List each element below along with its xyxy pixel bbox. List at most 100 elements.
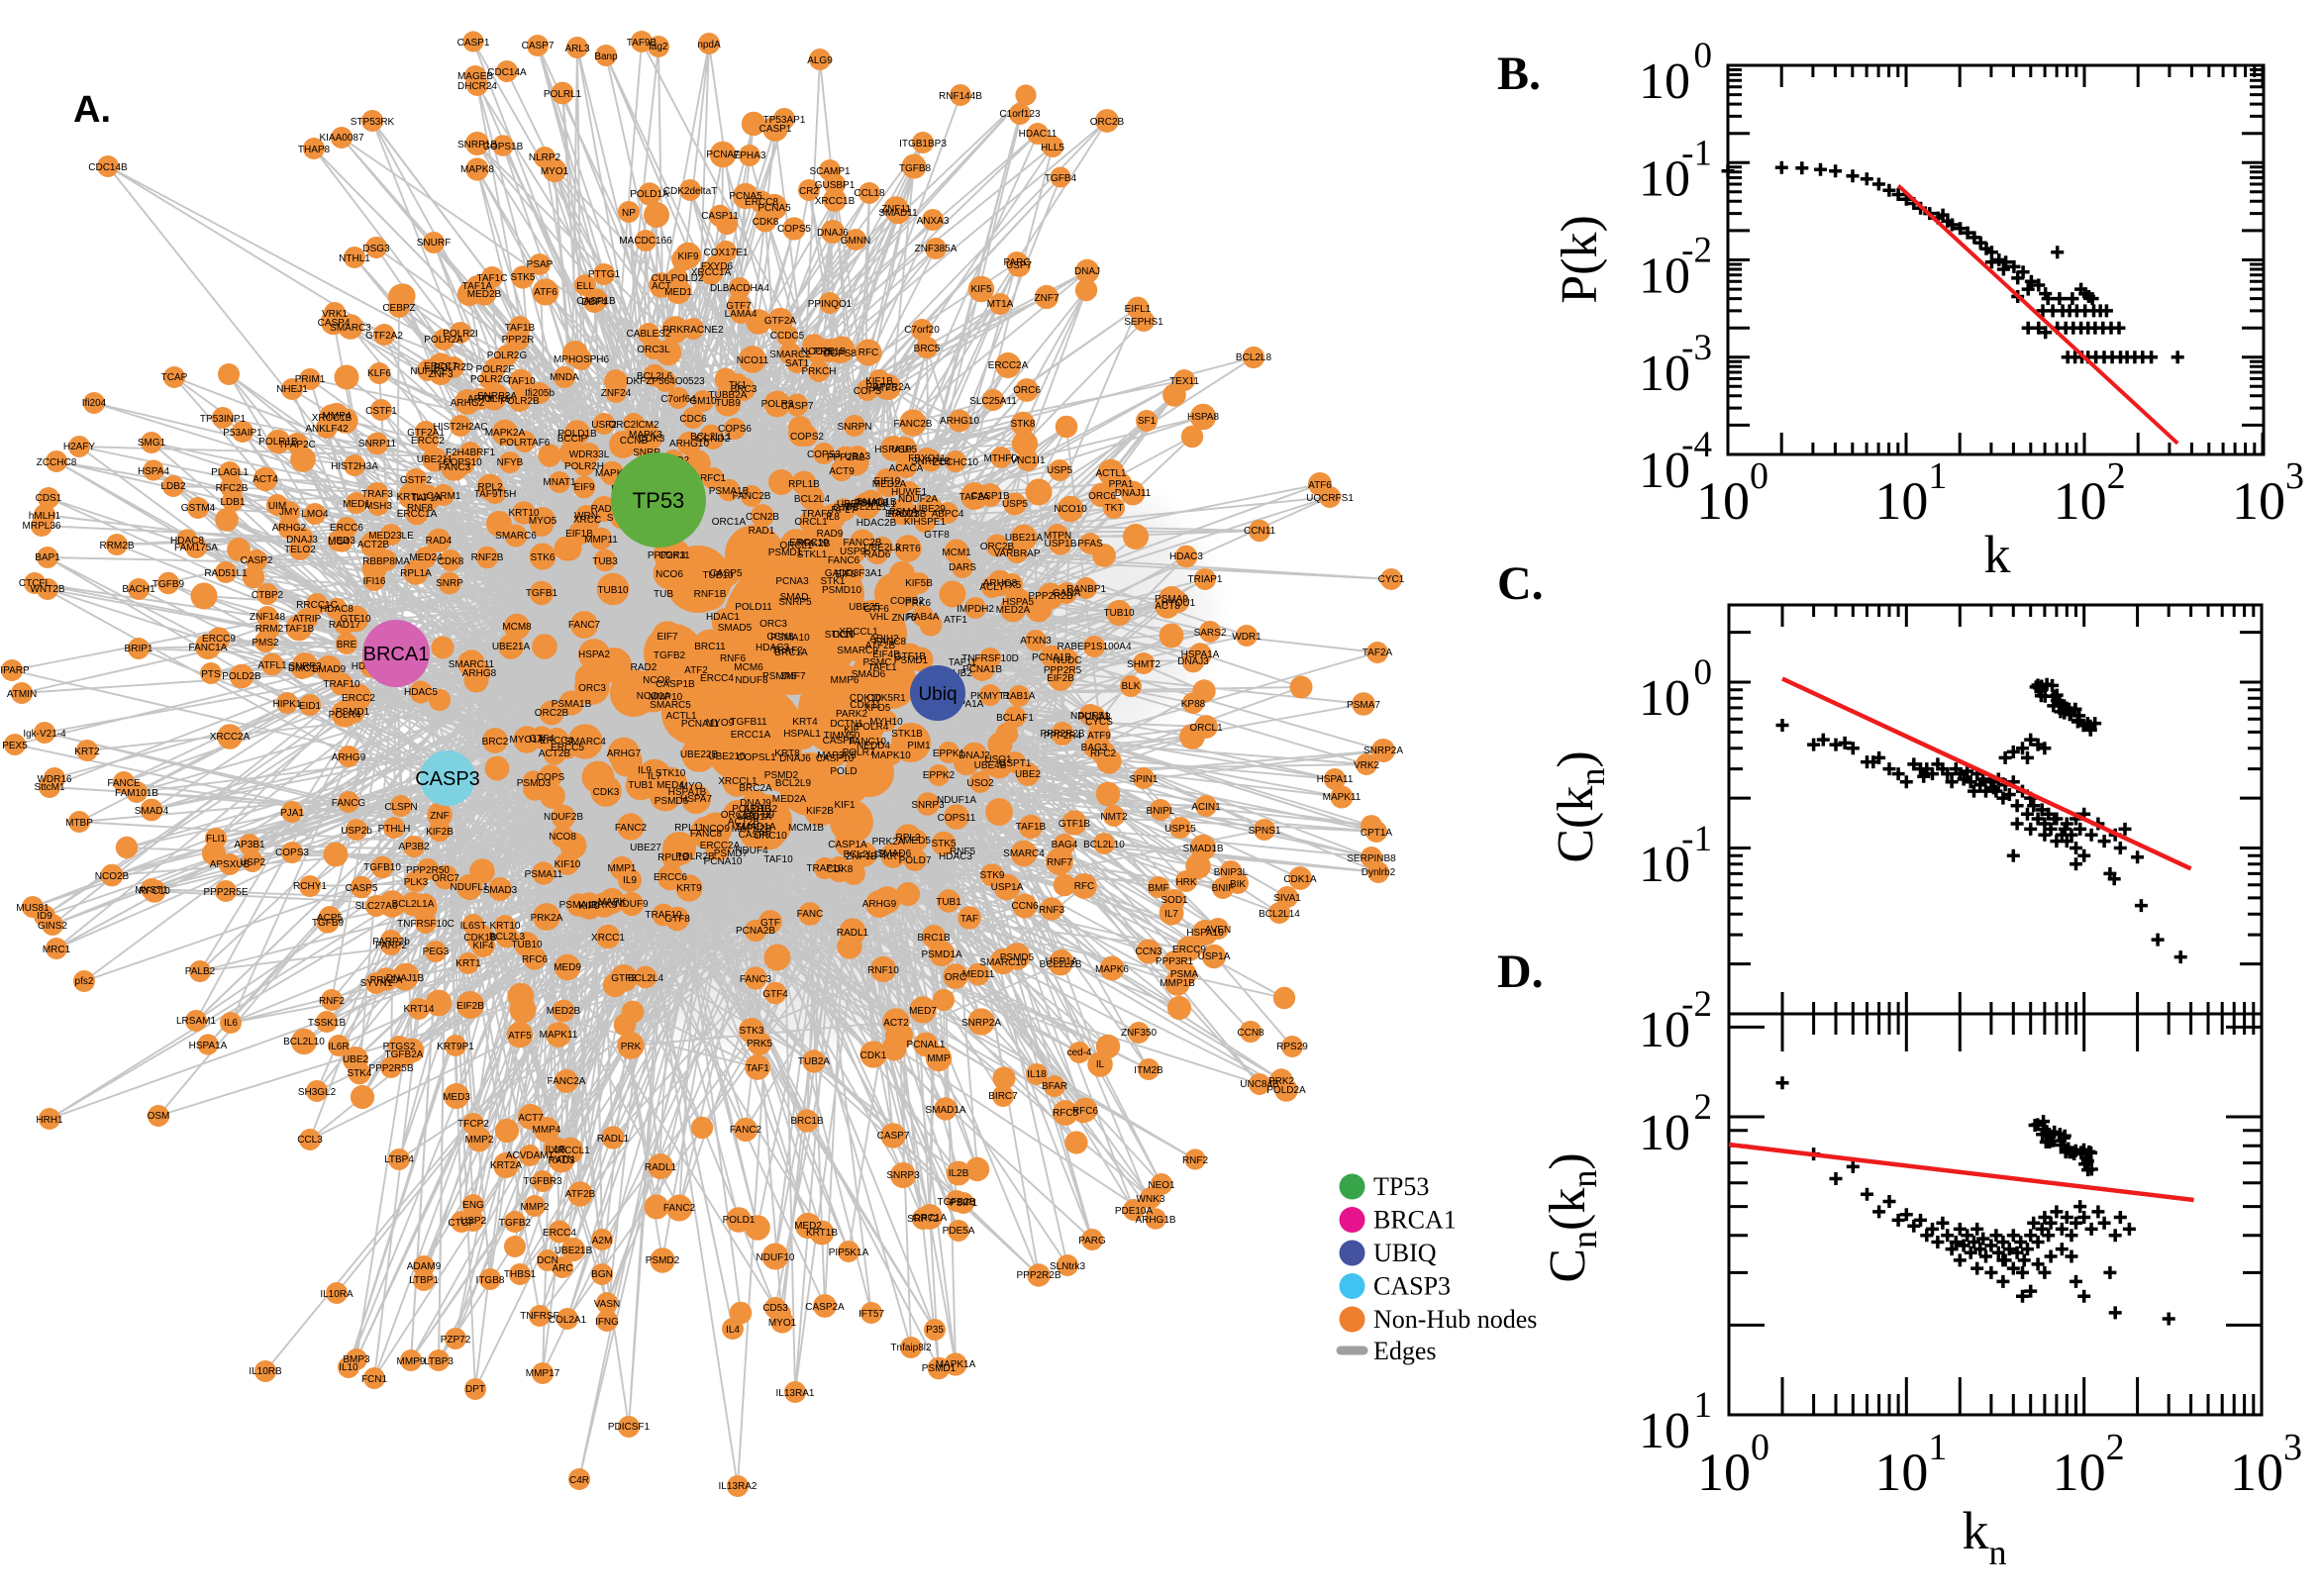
svg-text:ATF1: ATF1 xyxy=(944,615,967,626)
svg-text:CDK10: CDK10 xyxy=(850,693,882,704)
svg-text:FANC3: FANC3 xyxy=(740,974,772,985)
svg-text:PIP5K1A: PIP5K1A xyxy=(829,1247,869,1258)
svg-text:PCNA11: PCNA11 xyxy=(681,719,720,730)
svg-text:CCDC5: CCDC5 xyxy=(770,331,805,342)
svg-text:NCO10: NCO10 xyxy=(1054,504,1087,515)
svg-text:LIG4: LIG4 xyxy=(328,537,350,548)
svg-text:MAPK8: MAPK8 xyxy=(460,164,494,175)
svg-text:MMP2: MMP2 xyxy=(521,1202,550,1213)
svg-text:PSMA11: PSMA11 xyxy=(525,869,563,880)
svg-text:POLR2B: POLR2B xyxy=(675,851,715,862)
svg-text:EIF2B: EIF2B xyxy=(1047,673,1074,684)
svg-text:ERCC10: ERCC10 xyxy=(789,538,829,549)
svg-text:DLBACDHA4: DLBACDHA4 xyxy=(710,283,769,294)
svg-text:H2AFY: H2AFY xyxy=(63,442,96,452)
svg-text:PSMD1A: PSMD1A xyxy=(921,949,961,960)
svg-text:USO2: USO2 xyxy=(966,778,994,789)
svg-text:DHCR24: DHCR24 xyxy=(457,81,497,92)
svg-text:SMAD1B: SMAD1B xyxy=(856,497,896,508)
svg-text:USP15: USP15 xyxy=(1164,824,1196,835)
svg-text:UBIQ: UBIQ xyxy=(1373,1239,1437,1267)
svg-text:IFT57: IFT57 xyxy=(858,1309,885,1320)
svg-text:TK1: TK1 xyxy=(729,380,748,391)
svg-text:FANC2B: FANC2B xyxy=(733,491,771,502)
svg-text:LMO4: LMO4 xyxy=(301,509,329,520)
svg-text:CCN2B: CCN2B xyxy=(746,512,779,523)
svg-text:KIF10: KIF10 xyxy=(555,859,581,870)
svg-text:CASP10: CASP10 xyxy=(816,753,855,764)
svg-text:ACLY: ACLY xyxy=(979,582,1005,593)
svg-text:CASP5: CASP5 xyxy=(346,883,378,894)
svg-text:DNAJ3: DNAJ3 xyxy=(286,535,318,546)
svg-text:PTS: PTS xyxy=(201,669,221,680)
svg-text:ACT9: ACT9 xyxy=(829,466,855,477)
svg-text:FANC1A: FANC1A xyxy=(189,643,228,653)
svg-text:BCL2L14: BCL2L14 xyxy=(1259,909,1300,920)
svg-text:P53AIP1: P53AIP1 xyxy=(223,428,262,439)
svg-text:MYO: MYO xyxy=(680,781,703,792)
svg-text:A.: A. xyxy=(73,89,111,131)
svg-text:TAF10: TAF10 xyxy=(506,376,536,387)
svg-text:CDK11: CDK11 xyxy=(850,700,881,711)
svg-text:CASP1: CASP1 xyxy=(759,124,792,135)
svg-text:FAM175A: FAM175A xyxy=(174,543,218,553)
svg-text:PSMC: PSMC xyxy=(863,657,892,668)
svg-text:SMAD11: SMAD11 xyxy=(878,208,918,219)
svg-text:PSAP: PSAP xyxy=(527,259,554,270)
svg-text:MSH3: MSH3 xyxy=(364,501,392,512)
svg-text:RAD1: RAD1 xyxy=(749,526,775,537)
svg-text:LTBP3: LTBP3 xyxy=(424,1356,454,1367)
svg-text:ITM2B: ITM2B xyxy=(1134,1065,1163,1076)
svg-text:PSMD8: PSMD8 xyxy=(855,498,889,509)
svg-text:STK6: STK6 xyxy=(530,552,555,563)
svg-text:CDK3: CDK3 xyxy=(593,787,620,798)
svg-text:PRK2A: PRK2A xyxy=(370,975,403,986)
svg-text:MAP3K5: MAP3K5 xyxy=(817,750,857,761)
svg-text:SNRP2A: SNRP2A xyxy=(961,1018,1001,1029)
svg-text:IL4: IL4 xyxy=(726,1325,740,1336)
svg-text:COPS2: COPS2 xyxy=(790,432,824,443)
svg-text:CCN6: CCN6 xyxy=(1011,901,1039,912)
svg-text:NTHL1: NTHL1 xyxy=(339,253,370,264)
svg-text:TRAF10: TRAF10 xyxy=(323,679,360,690)
svg-text:10-2: 10-2 xyxy=(1639,231,1712,305)
svg-text:HDAC3: HDAC3 xyxy=(756,643,789,653)
svg-text:lag2: lag2 xyxy=(650,42,668,52)
svg-text:KIF9: KIF9 xyxy=(578,901,600,912)
svg-text:MMP11: MMP11 xyxy=(584,535,618,546)
svg-text:KIF2B: KIF2B xyxy=(426,827,454,838)
svg-text:C1orf123: C1orf123 xyxy=(999,109,1041,120)
svg-text:ORC: ORC xyxy=(945,972,966,983)
svg-text:ORC3L: ORC3L xyxy=(637,345,670,355)
svg-text:XRCC2A: XRCC2A xyxy=(210,732,251,743)
svg-text:BACH1: BACH1 xyxy=(122,584,155,595)
svg-text:FANC3: FANC3 xyxy=(439,462,471,473)
svg-text:POLRTAF6: POLRTAF6 xyxy=(500,438,551,449)
svg-text:10-4: 10-4 xyxy=(1639,425,1712,499)
svg-text:ANXA3: ANXA3 xyxy=(917,216,950,227)
svg-text:POLR2D: POLR2D xyxy=(434,362,473,373)
svg-text:KIHSPE1: KIHSPE1 xyxy=(904,517,947,528)
svg-text:ACP5: ACP5 xyxy=(317,913,344,924)
svg-text:TUB2: TUB2 xyxy=(947,668,972,679)
svg-text:SARS2: SARS2 xyxy=(1194,628,1227,639)
svg-text:HSPA10: HSPA10 xyxy=(1186,928,1224,939)
svg-text:MAPK3: MAPK3 xyxy=(629,430,662,441)
svg-text:SNRP3: SNRP3 xyxy=(288,661,322,672)
svg-text:BMF: BMF xyxy=(1148,883,1168,894)
svg-text:IL8: IL8 xyxy=(826,512,840,523)
svg-text:EPPK1: EPPK1 xyxy=(933,748,965,759)
svg-text:GTF8: GTF8 xyxy=(924,530,950,541)
svg-text:PRK2B: PRK2B xyxy=(798,539,831,549)
svg-text:GUSBP1: GUSBP1 xyxy=(815,180,856,191)
svg-text:102: 102 xyxy=(1639,1087,1712,1161)
svg-text:STK1B: STK1B xyxy=(891,729,923,740)
svg-text:POLR2F: POLR2F xyxy=(476,364,515,375)
svg-text:POLD7: POLD7 xyxy=(899,855,932,866)
svg-text:TUB10: TUB10 xyxy=(702,570,734,581)
svg-text:COPS8: COPS8 xyxy=(823,349,857,359)
svg-text:TUB1: TUB1 xyxy=(628,780,654,791)
svg-text:KRT8: KRT8 xyxy=(774,748,800,759)
svg-text:CASP7: CASP7 xyxy=(522,41,555,51)
svg-text:103: 103 xyxy=(2230,1427,2302,1502)
